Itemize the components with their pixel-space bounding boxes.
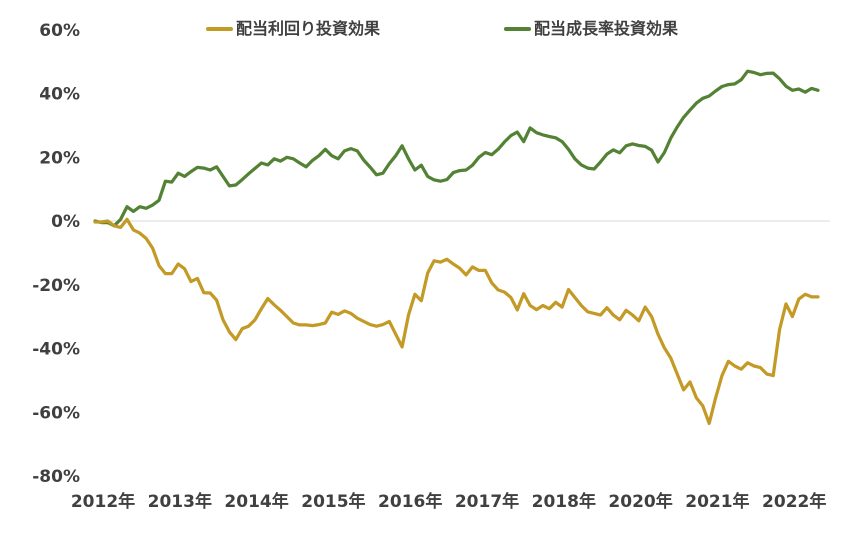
y-tick-label: 20% bbox=[39, 148, 80, 168]
y-tick-label: 40% bbox=[39, 85, 80, 105]
y-tick-label: -20% bbox=[32, 276, 80, 296]
y-tick-label: -80% bbox=[32, 467, 80, 487]
y-tick-label: 0% bbox=[51, 212, 80, 232]
x-tick-label: 2021年 bbox=[685, 491, 749, 512]
x-tick-label: 2012年 bbox=[71, 491, 135, 512]
x-tick-label: 2014年 bbox=[224, 491, 288, 512]
x-tick-label: 2020年 bbox=[608, 491, 672, 512]
y-tick-label: -40% bbox=[32, 340, 80, 360]
x-tick-label: 2017年 bbox=[455, 491, 519, 512]
dividend-yield-line bbox=[93, 217, 820, 426]
x-tick-label: 2015年 bbox=[301, 491, 365, 512]
dividend-growth-line bbox=[93, 69, 820, 228]
y-tick-label: 60% bbox=[39, 21, 80, 41]
y-tick-label: -60% bbox=[32, 403, 80, 423]
x-tick-label: 2016年 bbox=[378, 491, 442, 512]
x-tick-label: 2013年 bbox=[148, 491, 212, 512]
x-tick-label: 2018年 bbox=[532, 491, 596, 512]
x-tick-label: 2022年 bbox=[762, 491, 826, 512]
